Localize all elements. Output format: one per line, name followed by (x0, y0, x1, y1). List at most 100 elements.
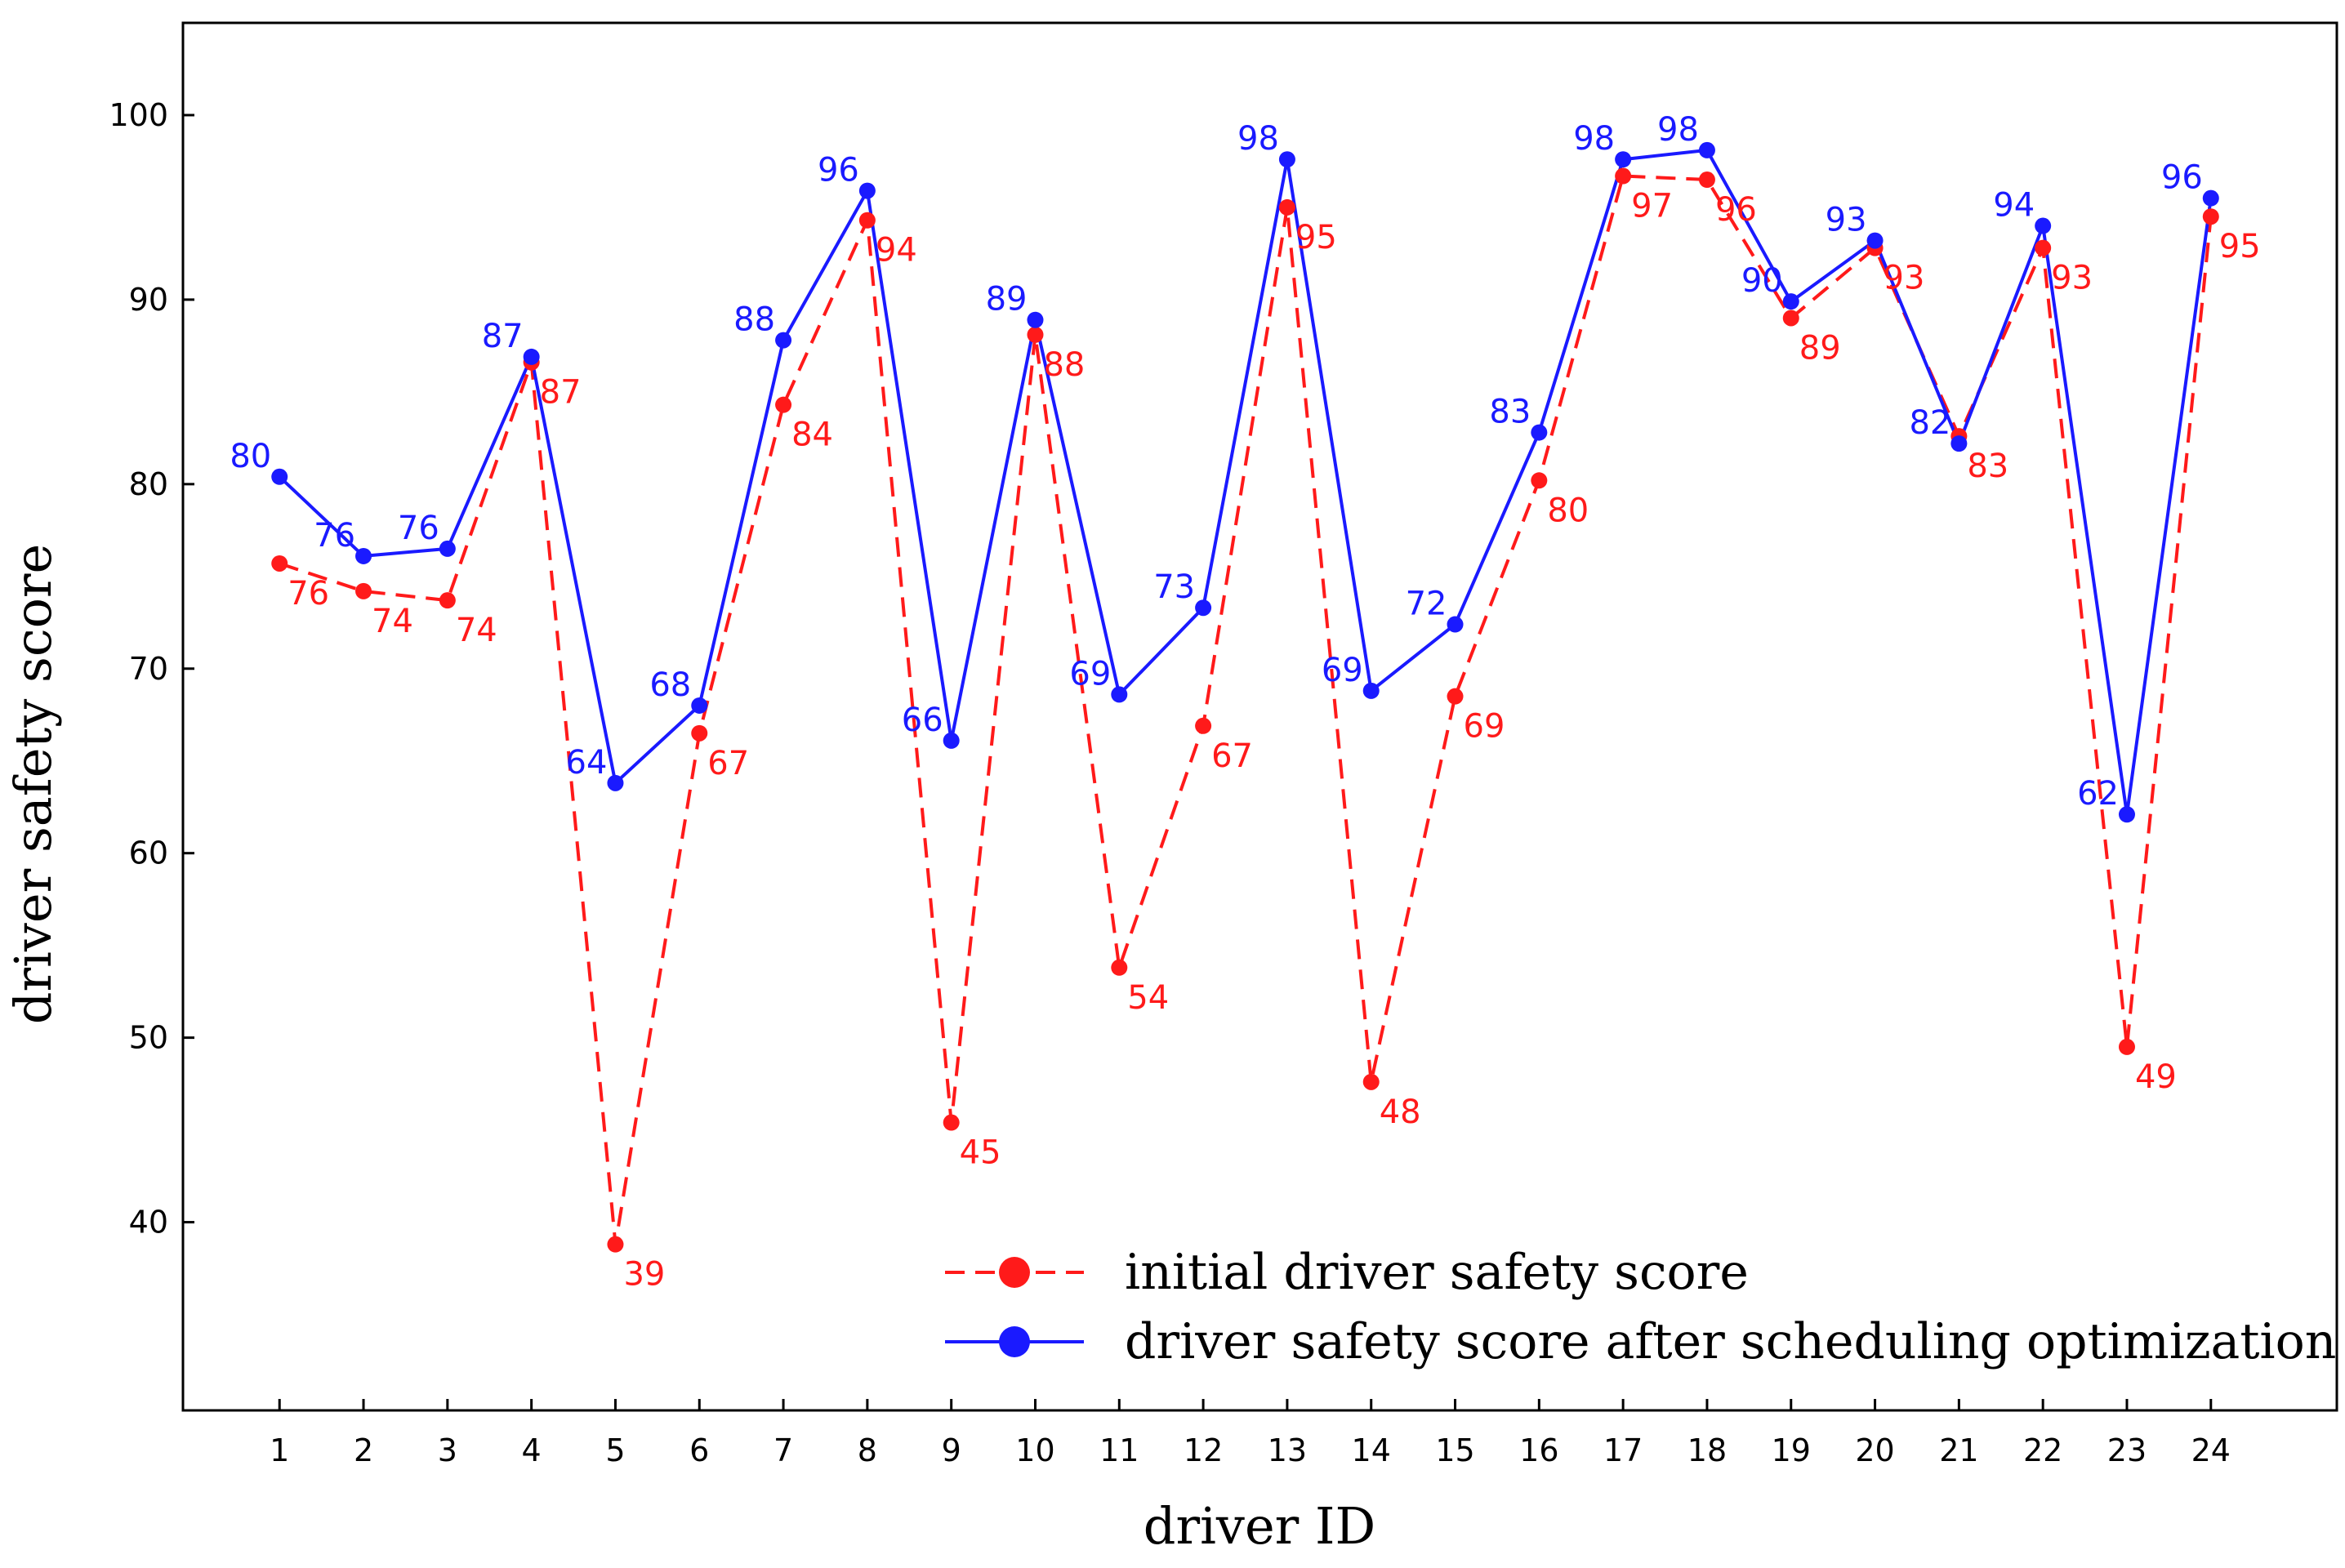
x-tick-label: 2 (354, 1432, 373, 1468)
y-tick-label: 70 (129, 651, 168, 687)
optimized-data-label: 72 (1406, 586, 1447, 623)
legend: initial driver safety score driver safet… (945, 1244, 2336, 1370)
optimized-point (2202, 189, 2219, 207)
optimized-data-label: 87 (482, 318, 524, 355)
initial-data-label: 93 (1884, 260, 1925, 297)
data-labels: 76 74 74 87 39 67 84 94 45 88 54 67 95 48 69 80 97 96 89 93… (230, 111, 2260, 1294)
optimized-data-label: 82 (1909, 404, 1950, 442)
optimized-point (1782, 293, 1799, 310)
optimized-data-label: 90 (1741, 262, 1783, 300)
x-axis-title: driver ID (1144, 1496, 1375, 1556)
optimized-data-label: 88 (733, 301, 775, 339)
optimized-data-label: 69 (1322, 652, 1363, 689)
initial-data-label: 69 (1464, 708, 1505, 746)
optimized-data-label: 68 (649, 666, 691, 704)
x-tick-label: 5 (605, 1432, 625, 1468)
initial-data-label: 74 (372, 603, 413, 640)
optimized-data-label: 80 (230, 438, 271, 475)
x-tick-label: 7 (773, 1432, 793, 1468)
optimized-point (1111, 686, 1128, 703)
initial-data-label: 95 (1295, 219, 1337, 256)
y-axis-ticks: 40 50 60 70 80 90 100 (109, 97, 194, 1241)
initial-point (1615, 167, 1632, 185)
x-tick-label: 8 (858, 1432, 877, 1468)
x-tick-label: 11 (1099, 1432, 1139, 1468)
y-tick-label: 50 (129, 1020, 168, 1056)
optimized-point (271, 468, 288, 485)
initial-point (1195, 717, 1212, 734)
optimized-point (355, 547, 372, 564)
optimized-point (1950, 435, 1968, 452)
optimized-data-label: 98 (1573, 120, 1615, 158)
optimized-data-label: 96 (818, 152, 859, 189)
optimized-data-label: 64 (566, 744, 608, 782)
x-tick-label: 4 (522, 1432, 542, 1468)
optimized-point (1278, 151, 1295, 168)
optimized-data-label: 93 (1826, 202, 1867, 239)
optimized-point (1362, 682, 1380, 699)
x-tick-label: 12 (1184, 1432, 1223, 1468)
x-axis-ticks: 1 2 3 4 5 6 7 8 9 10 11 12 13 14 15 16 17 18 19 20 21 22 23 24 (270, 1399, 2231, 1468)
series-layer (271, 141, 2219, 1253)
x-tick-label: 3 (438, 1432, 457, 1468)
optimized-point (2035, 217, 2052, 234)
initial-point (271, 555, 288, 572)
y-axis-title: driver safety score (3, 544, 63, 1025)
optimized-point (691, 697, 708, 714)
initial-point (1027, 326, 1044, 343)
x-tick-label: 6 (689, 1432, 709, 1468)
initial-data-label: 74 (456, 612, 497, 649)
initial-data-label: 95 (2219, 228, 2261, 265)
initial-point (1782, 310, 1799, 327)
optimized-data-label: 66 (902, 702, 943, 739)
x-tick-label: 21 (1939, 1432, 1978, 1468)
optimized-point (943, 732, 960, 749)
initial-data-label: 45 (960, 1134, 1001, 1172)
x-tick-label: 13 (1268, 1432, 1307, 1468)
initial-point (1531, 472, 1548, 489)
x-tick-label: 22 (2023, 1432, 2062, 1468)
x-tick-label: 10 (1015, 1432, 1054, 1468)
optimized-point (775, 332, 792, 349)
optimized-data-label: 98 (1657, 111, 1699, 149)
initial-data-label: 67 (707, 745, 749, 782)
initial-point (2035, 239, 2052, 256)
initial-point (355, 582, 372, 599)
initial-point (1362, 1073, 1380, 1090)
optimized-point (858, 182, 876, 199)
initial-data-label: 39 (623, 1256, 665, 1294)
optimized-series-line (278, 148, 2213, 817)
initial-data-label: 54 (1127, 979, 1169, 1017)
initial-data-label: 48 (1380, 1094, 1421, 1131)
initial-point (2202, 208, 2219, 225)
initial-data-label: 97 (1631, 188, 1673, 225)
initial-point (943, 1114, 960, 1131)
initial-data-label: 67 (1211, 737, 1253, 775)
optimized-point (1615, 151, 1632, 168)
initial-point (775, 396, 792, 413)
optimized-data-label: 94 (1993, 187, 2035, 225)
initial-data-label: 96 (1715, 191, 1757, 229)
initial-data-label: 49 (2135, 1058, 2177, 1096)
initial-data-label: 87 (540, 374, 582, 412)
x-tick-label: 18 (1687, 1432, 1727, 1468)
optimized-point (1698, 141, 1715, 158)
initial-data-label: 80 (1547, 492, 1589, 529)
legend-marker-optimized (999, 1326, 1030, 1357)
initial-data-label: 94 (876, 232, 917, 270)
optimized-data-label: 83 (1489, 394, 1531, 431)
initial-point (691, 724, 708, 742)
y-tick-label: 90 (129, 282, 168, 318)
optimized-data-label: 69 (1069, 655, 1111, 693)
optimized-data-label: 73 (1153, 568, 1195, 606)
initial-series-line (279, 174, 2213, 1246)
initial-point (1447, 688, 1464, 705)
initial-point (439, 592, 456, 609)
initial-point (2118, 1038, 2135, 1055)
optimized-data-label: 62 (2077, 775, 2119, 813)
plot-frame (181, 21, 2338, 1412)
initial-point (607, 1236, 624, 1253)
optimized-point (1027, 311, 1044, 328)
